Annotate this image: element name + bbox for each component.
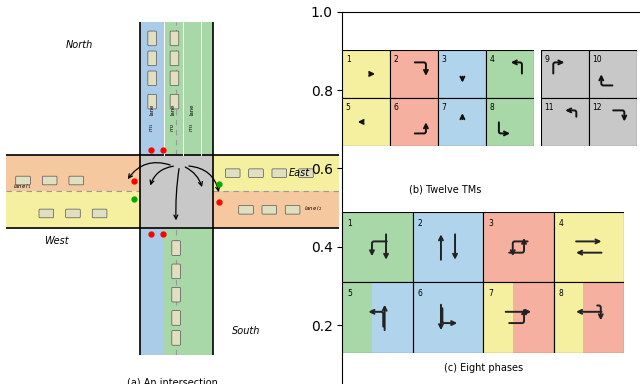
FancyBboxPatch shape [172,287,180,302]
Bar [6,192,140,228]
FancyBboxPatch shape [148,94,157,109]
Bar [342,282,372,353]
Text: $m_3$: $m_3$ [188,122,196,132]
Text: 3: 3 [442,55,447,64]
Bar [583,282,624,353]
FancyBboxPatch shape [172,264,180,279]
Text: lane: lane [171,104,176,115]
FancyBboxPatch shape [262,205,276,214]
FancyBboxPatch shape [272,169,287,177]
Bar [390,98,438,146]
FancyBboxPatch shape [225,169,240,177]
Text: 3: 3 [488,219,493,228]
Text: lane: lane [150,104,155,115]
FancyBboxPatch shape [69,176,84,185]
Text: 8: 8 [559,289,563,298]
Bar [438,98,486,146]
FancyBboxPatch shape [249,169,263,177]
Bar [140,228,164,354]
FancyBboxPatch shape [66,209,80,218]
Text: 5: 5 [346,103,351,112]
Text: 2: 2 [418,219,422,228]
Bar [342,50,390,98]
Bar [483,282,513,353]
Bar [486,50,534,98]
FancyBboxPatch shape [92,209,107,218]
FancyBboxPatch shape [16,176,30,185]
FancyBboxPatch shape [170,31,179,46]
Text: 1: 1 [348,219,352,228]
Bar [390,50,438,98]
FancyBboxPatch shape [42,176,57,185]
Bar [6,155,339,228]
Text: (a) An intersection: (a) An intersection [127,378,218,384]
FancyBboxPatch shape [170,51,179,66]
Text: $lane\ l_2$: $lane\ l_2$ [304,204,323,213]
FancyBboxPatch shape [148,31,157,46]
Text: (c) Eight phases: (c) Eight phases [444,363,523,373]
FancyBboxPatch shape [170,71,179,86]
Bar [6,155,140,192]
Text: 8: 8 [490,103,495,112]
Bar [513,282,554,353]
FancyBboxPatch shape [39,209,54,218]
FancyBboxPatch shape [172,331,180,345]
Text: 4: 4 [559,219,563,228]
Text: 12: 12 [592,103,602,112]
Bar [554,212,624,282]
Bar [212,155,339,192]
Bar [183,22,201,155]
Bar [164,22,183,155]
Bar [486,98,534,146]
Text: (b) Twelve TMs: (b) Twelve TMs [408,184,481,194]
FancyBboxPatch shape [285,205,300,214]
Bar [483,212,554,282]
Bar [541,98,589,146]
Text: 9: 9 [544,55,549,64]
FancyBboxPatch shape [170,94,179,109]
Text: $m_1$: $m_1$ [148,122,156,132]
Text: 5: 5 [348,289,352,298]
Text: South: South [232,326,260,336]
Text: $lane\ l_1$: $lane\ l_1$ [13,182,31,191]
Text: 4: 4 [490,55,495,64]
Text: 1: 1 [346,55,351,64]
Bar [554,282,583,353]
Bar [140,22,212,354]
Bar [541,50,589,98]
Text: West: West [44,237,68,247]
Bar [342,282,413,353]
FancyBboxPatch shape [172,311,180,325]
Text: 7: 7 [442,103,447,112]
Text: North: North [66,40,93,50]
Bar [483,282,554,353]
Bar [164,228,212,354]
Bar [140,22,164,155]
Text: $m_2$: $m_2$ [170,122,177,132]
Text: 10: 10 [592,55,602,64]
Text: 6: 6 [394,103,399,112]
Bar [554,282,624,353]
Bar [413,212,483,282]
Text: lane: lane [189,104,195,115]
Bar [589,50,637,98]
Text: 7: 7 [488,289,493,298]
Bar [342,98,390,146]
FancyBboxPatch shape [239,205,253,214]
Text: 6: 6 [418,289,422,298]
FancyBboxPatch shape [299,169,313,177]
FancyBboxPatch shape [172,241,180,255]
Bar [212,192,339,228]
Bar [342,212,413,282]
Bar [589,98,637,146]
Bar [438,50,486,98]
FancyBboxPatch shape [148,51,157,66]
Text: 11: 11 [544,103,554,112]
Text: 2: 2 [394,55,399,64]
FancyBboxPatch shape [148,71,157,86]
Text: East: East [289,168,310,178]
Bar [413,282,483,353]
Bar [201,22,212,155]
Bar [372,282,413,353]
